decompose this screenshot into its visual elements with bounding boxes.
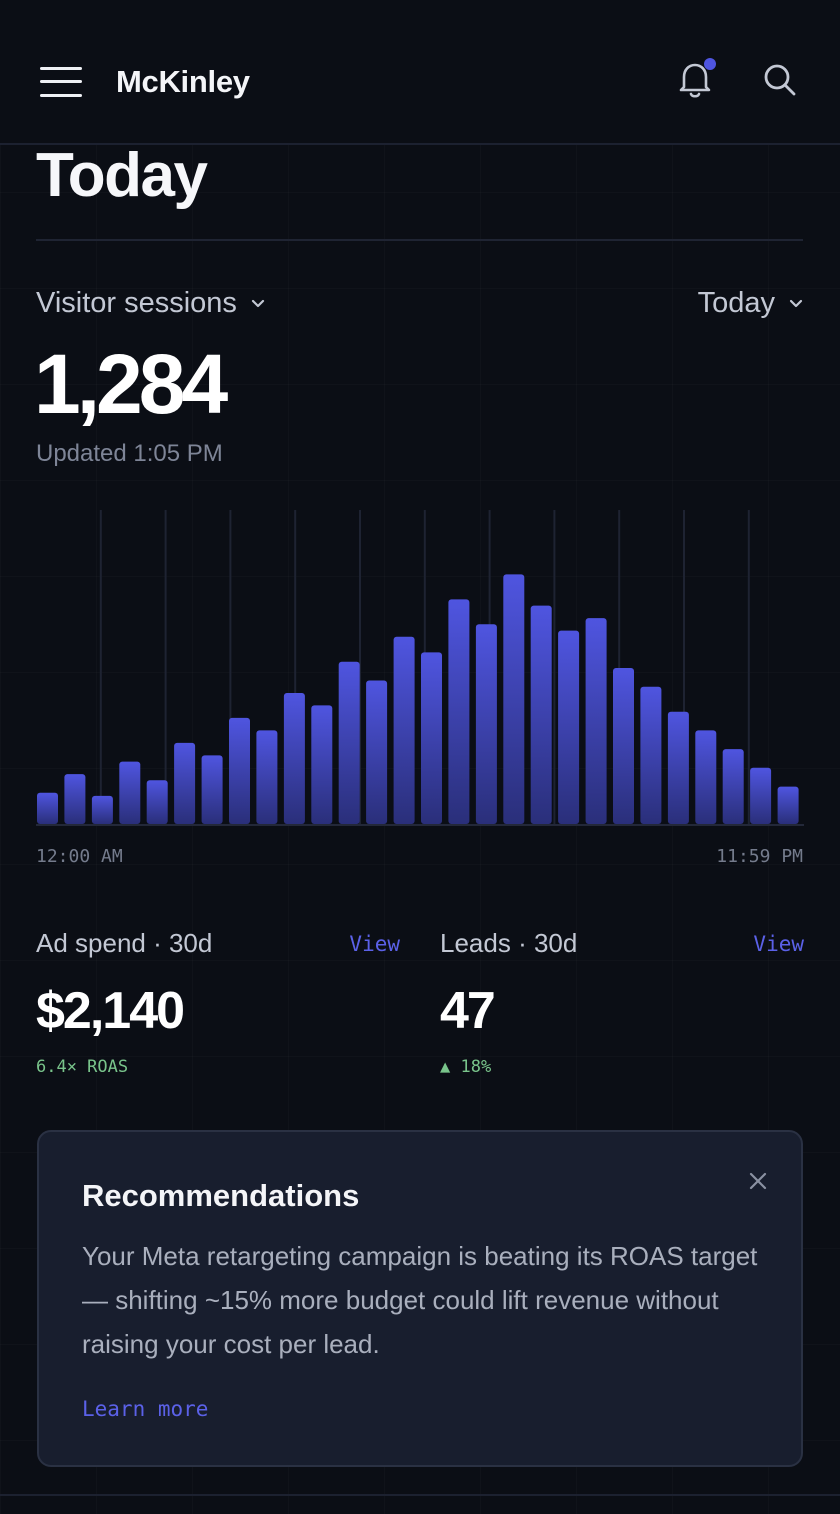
search-icon[interactable] — [760, 60, 800, 100]
chart-bar[interactable] — [91, 795, 113, 824]
chart-bar[interactable] — [283, 693, 305, 824]
chart-bar[interactable] — [613, 668, 634, 824]
brand-name: McKinley — [116, 64, 250, 99]
chevron-down-icon — [789, 299, 803, 307]
chart-bar[interactable] — [201, 755, 223, 824]
date-range-label: Today — [697, 287, 775, 319]
kpi-label: Leads · 30d — [440, 928, 578, 958]
chart-bar[interactable] — [229, 717, 250, 824]
notification-dot-icon — [704, 58, 716, 70]
kpi-leads: Leads · 30d View 47 ▲ 18% — [440, 928, 804, 1077]
chart-bar[interactable] — [421, 652, 442, 824]
top-bar: McKinley — [0, 0, 840, 145]
chart-bar[interactable] — [448, 599, 470, 824]
updated-timestamp: Updated 1:05 PM — [36, 440, 223, 467]
kpi-label: Ad spend · 30d — [36, 928, 213, 958]
close-icon[interactable] — [747, 1170, 769, 1192]
x-axis-start-label: 12:00 AM — [36, 846, 123, 867]
card-title: Recommendations — [82, 1178, 360, 1213]
chart-bar[interactable] — [256, 730, 278, 824]
kpi-value: $2,140 — [36, 982, 185, 1040]
chart-bar[interactable] — [503, 574, 525, 824]
chart-bar[interactable] — [338, 661, 360, 824]
chart-bar[interactable] — [722, 749, 744, 824]
bottom-divider — [0, 1494, 840, 1496]
kpi-subtext: 6.4× ROAS — [36, 1057, 129, 1077]
menu-icon[interactable] — [40, 66, 82, 98]
chart-bar[interactable] — [558, 630, 580, 824]
chart-bar[interactable] — [174, 742, 196, 824]
view-leads-link[interactable]: View — [753, 932, 804, 956]
page-title: Today — [36, 141, 208, 210]
chart-bar[interactable] — [146, 780, 168, 824]
sessions-chart — [36, 508, 804, 828]
view-ad-spend-link[interactable]: View — [349, 932, 400, 956]
kpi-subtext: ▲ 18% — [440, 1057, 492, 1077]
kpi-ad-spend: Ad spend · 30d View $2,140 6.4× ROAS — [36, 928, 400, 1077]
chart-bar[interactable] — [530, 605, 552, 824]
chart-bar[interactable] — [311, 705, 333, 824]
chart-bar[interactable] — [695, 730, 717, 824]
chart-bar[interactable] — [640, 686, 662, 824]
chart-bar[interactable] — [667, 711, 689, 824]
recommendations-card: Recommendations Your Meta retargeting ca… — [37, 1130, 803, 1467]
divider — [36, 239, 803, 241]
chart-bar[interactable] — [475, 624, 497, 824]
notifications-bell-icon[interactable] — [674, 57, 718, 101]
kpi-value: 47 — [440, 982, 496, 1040]
chart-bar[interactable] — [64, 774, 86, 824]
chart-bar[interactable] — [37, 792, 58, 824]
chart-bar[interactable] — [119, 761, 141, 824]
chart-bar[interactable] — [777, 786, 799, 824]
chart-bar[interactable] — [393, 636, 415, 824]
card-body: Your Meta retargeting campaign is beatin… — [82, 1241, 758, 1359]
x-axis-end-label: 11:59 PM — [716, 846, 803, 867]
metric-dropdown[interactable]: Visitor sessions — [36, 287, 265, 320]
learn-more-link[interactable]: Learn more — [82, 1397, 209, 1421]
date-range-dropdown[interactable]: Today — [698, 287, 803, 320]
metric-value: 1,284 — [34, 337, 228, 431]
chart-bar[interactable] — [366, 680, 388, 825]
metric-dropdown-label: Visitor sessions — [36, 287, 237, 319]
chevron-down-icon — [251, 299, 265, 307]
chart-bar[interactable] — [585, 618, 607, 824]
chart-bar[interactable] — [750, 767, 772, 824]
